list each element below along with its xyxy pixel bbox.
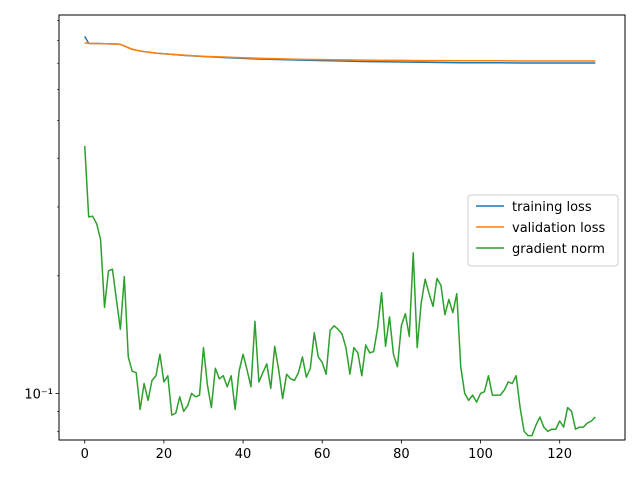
x-axis: 0 20 40 60 80 100 120 xyxy=(81,440,572,462)
series-line-validation-loss xyxy=(84,42,596,62)
x-tick-label: 0 xyxy=(81,447,89,462)
legend-box xyxy=(467,194,619,267)
legend: training loss validation loss gradient nor… xyxy=(467,194,619,267)
series-layer xyxy=(83,35,596,437)
y-tick-label: 10⁻¹ xyxy=(24,387,53,402)
x-tick-label: 20 xyxy=(156,447,173,462)
series-line-gradient-norm xyxy=(83,145,596,437)
legend-label: training loss xyxy=(512,200,592,215)
x-tick-label: 80 xyxy=(393,447,410,462)
legend-label: gradient norm xyxy=(512,242,605,257)
x-tick-label: 120 xyxy=(547,447,572,462)
axes-frame xyxy=(58,14,626,441)
x-tick-label: 40 xyxy=(235,447,252,462)
x-tick-label: 100 xyxy=(468,447,493,462)
legend-label: validation loss xyxy=(512,221,605,236)
x-tick-label: 60 xyxy=(314,447,331,462)
